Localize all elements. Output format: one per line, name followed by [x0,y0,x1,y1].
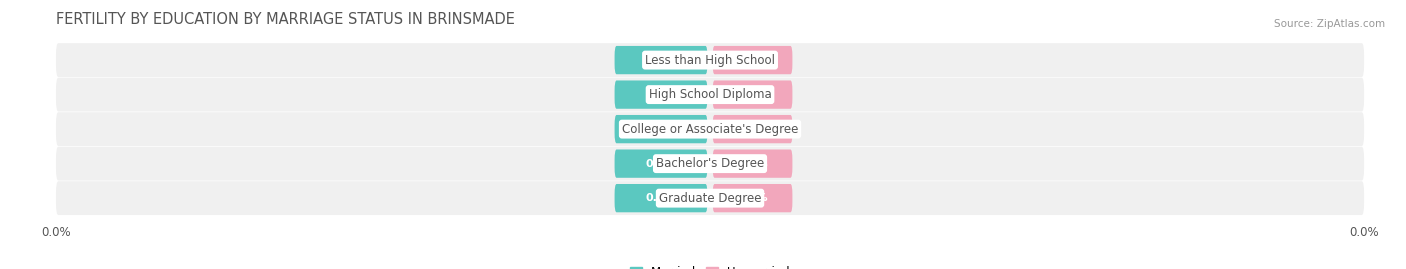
FancyBboxPatch shape [614,80,707,109]
Text: Less than High School: Less than High School [645,54,775,67]
Text: Bachelor's Degree: Bachelor's Degree [657,157,763,170]
FancyBboxPatch shape [713,80,793,109]
FancyBboxPatch shape [56,181,1364,215]
FancyBboxPatch shape [56,147,1364,180]
FancyBboxPatch shape [56,112,1364,146]
FancyBboxPatch shape [713,150,793,178]
FancyBboxPatch shape [56,78,1364,112]
Text: 0.0%: 0.0% [737,124,768,134]
FancyBboxPatch shape [614,150,707,178]
FancyBboxPatch shape [713,46,793,74]
Text: 0.0%: 0.0% [645,159,676,169]
Text: 0.0%: 0.0% [737,193,768,203]
Text: College or Associate's Degree: College or Associate's Degree [621,123,799,136]
Text: FERTILITY BY EDUCATION BY MARRIAGE STATUS IN BRINSMADE: FERTILITY BY EDUCATION BY MARRIAGE STATU… [56,12,515,27]
FancyBboxPatch shape [713,115,793,143]
Text: High School Diploma: High School Diploma [648,88,772,101]
Text: 0.0%: 0.0% [737,159,768,169]
FancyBboxPatch shape [614,115,707,143]
Legend: Married, Unmarried: Married, Unmarried [626,262,794,269]
FancyBboxPatch shape [614,46,707,74]
Text: Source: ZipAtlas.com: Source: ZipAtlas.com [1274,19,1385,29]
Text: 0.0%: 0.0% [737,90,768,100]
FancyBboxPatch shape [56,43,1364,77]
Text: 0.0%: 0.0% [645,55,676,65]
Text: Graduate Degree: Graduate Degree [659,192,761,205]
Text: 0.0%: 0.0% [645,193,676,203]
FancyBboxPatch shape [713,184,793,212]
FancyBboxPatch shape [614,184,707,212]
Text: 0.0%: 0.0% [645,124,676,134]
Text: 0.0%: 0.0% [645,90,676,100]
Text: 0.0%: 0.0% [737,55,768,65]
